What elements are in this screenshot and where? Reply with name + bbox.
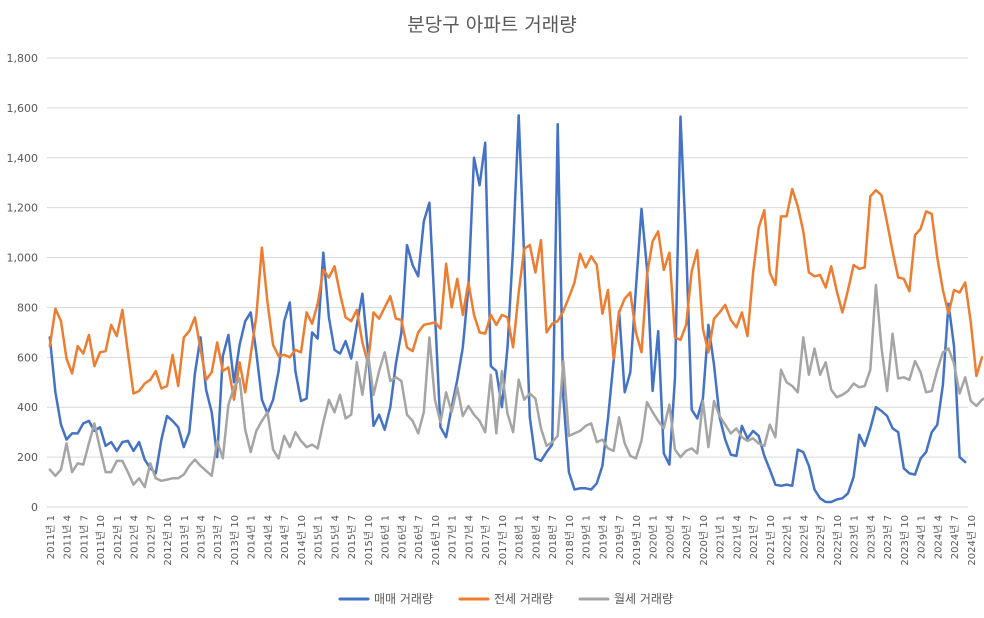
chart-title: 분당구 아파트 거래량 <box>407 14 576 36</box>
x-tick-label: 2015년 7 <box>346 515 358 559</box>
x-tick-label: 2021년 10 <box>765 515 777 566</box>
x-tick-label: 2022년 10 <box>832 515 844 566</box>
x-tick-label: 2013년 10 <box>229 515 241 566</box>
y-tick-label: 1,400 <box>7 152 39 165</box>
x-tick-label: 2016년 7 <box>413 515 425 559</box>
x-tick-label: 2012년 10 <box>162 515 174 566</box>
x-tick-label: 2018년 10 <box>564 515 576 566</box>
x-tick-label: 2011년 1 <box>45 515 57 559</box>
legend-label: 월세 거래량 <box>614 592 673 606</box>
x-tick-label: 2011년 4 <box>62 515 74 559</box>
x-tick-label: 2012년 1 <box>112 515 124 559</box>
x-tick-label: 2020년 1 <box>648 515 660 559</box>
x-tick-label: 2012년 4 <box>129 515 141 559</box>
legend-label: 매매 거래량 <box>374 592 433 606</box>
x-tick-label: 2018년 7 <box>547 515 559 559</box>
x-tick-label: 2019년 7 <box>614 515 626 559</box>
series-line-1 <box>48 114 967 504</box>
x-tick-label: 2016년 10 <box>430 515 442 566</box>
x-tick-label: 2016년 4 <box>396 515 408 559</box>
x-tick-label: 2023년 7 <box>882 515 894 559</box>
x-tick-label: 2014년 10 <box>296 515 308 566</box>
y-tick-label: 1,600 <box>7 102 39 115</box>
x-tick-label: 2024년 7 <box>949 515 961 559</box>
x-tick-label: 2016년 1 <box>380 515 392 559</box>
x-tick-label: 2014년 1 <box>246 515 258 559</box>
x-tick-label: 2024년 10 <box>966 515 978 566</box>
y-axis: 0 200 400 600 800 1,000 1,200 1,400 1,600 1,800 <box>7 52 39 514</box>
x-tick-label: 2015년 10 <box>363 515 375 566</box>
x-tick-label: 2017년 7 <box>480 515 492 559</box>
x-tick-label: 2022년 4 <box>798 515 810 559</box>
x-tick-label: 2020년 10 <box>698 515 710 566</box>
y-tick-label: 200 <box>17 451 38 464</box>
x-tick-label: 2012년 7 <box>145 515 157 559</box>
x-tick-label: 2021년 7 <box>748 515 760 559</box>
x-tick-label: 2024년 4 <box>932 515 944 559</box>
x-tick-label: 2017년 4 <box>463 515 475 559</box>
x-tick-label: 2018년 4 <box>530 515 542 559</box>
x-tick-label: 2015년 1 <box>313 515 325 559</box>
x-tick-label: 2021년 4 <box>731 515 743 559</box>
x-tick-label: 2023년 4 <box>865 515 877 559</box>
x-tick-label: 2020년 7 <box>681 515 693 559</box>
y-tick-label: 0 <box>31 501 38 514</box>
x-tick-label: 2011년 10 <box>95 515 107 566</box>
series-line-2 <box>48 187 984 401</box>
x-tick-label: 2015년 4 <box>329 515 341 559</box>
x-tick-label: 2024년 1 <box>916 515 928 559</box>
x-tick-label: 2013년 4 <box>196 515 208 559</box>
x-tick-label: 2023년 1 <box>849 515 861 559</box>
x-tick-label: 2014년 4 <box>262 515 274 559</box>
x-tick-label: 2013년 7 <box>212 515 224 559</box>
x-tick-label: 2023년 10 <box>899 515 911 566</box>
legend-label: 전세 거래량 <box>494 592 553 606</box>
legend: 매매 거래량 전세 거래량 월세 거래량 <box>338 592 673 606</box>
y-tick-label: 1,000 <box>7 252 39 265</box>
x-tick-label: 2017년 1 <box>447 515 459 559</box>
x-tick-label: 2019년 10 <box>631 515 643 566</box>
x-tick-label: 2020년 4 <box>664 515 676 559</box>
x-tick-label: 2014년 7 <box>279 515 291 559</box>
grid-layer <box>47 57 968 508</box>
series-layer <box>48 114 984 504</box>
x-tick-label: 2013년 1 <box>179 515 191 559</box>
x-tick-label: 2019년 1 <box>581 515 593 559</box>
series-line-3 <box>48 283 984 489</box>
x-tick-label: 2022년 1 <box>782 515 794 559</box>
y-tick-label: 1,800 <box>7 52 39 65</box>
x-tick-label: 2011년 7 <box>78 515 90 559</box>
y-tick-label: 400 <box>17 401 38 414</box>
x-axis: 2011년 1 2011년 4 2011년 7 2011년 10 2012년 1 2012… <box>45 515 978 566</box>
x-tick-label: 2019년 4 <box>597 515 609 559</box>
x-tick-label: 2021년 1 <box>715 515 727 559</box>
x-tick-label: 2018년 1 <box>514 515 526 559</box>
x-tick-label: 2022년 7 <box>815 515 827 559</box>
y-tick-label: 800 <box>17 301 38 314</box>
y-tick-label: 600 <box>17 351 38 364</box>
y-tick-label: 1,200 <box>7 202 39 215</box>
x-tick-label: 2017년 10 <box>497 515 509 566</box>
